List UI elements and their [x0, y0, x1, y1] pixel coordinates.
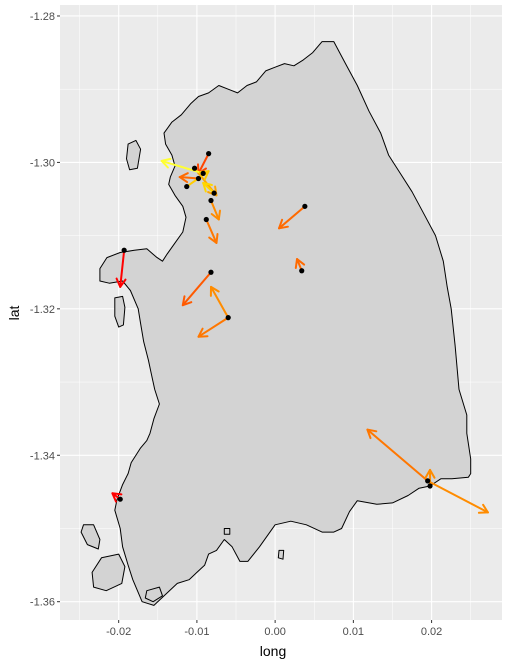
movement-arrow [197, 316, 230, 338]
x-tick-label: 0.01 [343, 626, 364, 638]
data-point [208, 269, 214, 275]
data-point [225, 315, 231, 321]
movement-arrow [209, 285, 230, 319]
arrow-head [202, 181, 213, 193]
data-point [117, 496, 123, 502]
y-tick-label: -1.36 [30, 597, 55, 609]
data-point [425, 478, 431, 484]
arrow-shaft [197, 152, 210, 175]
arrow-head [209, 285, 220, 297]
arrow-head [278, 218, 289, 230]
movement-arrow [205, 218, 219, 244]
arrow-shaft [209, 199, 220, 221]
movement-arrow [424, 468, 436, 488]
movement-arrow [366, 428, 429, 482]
data-point [200, 170, 206, 176]
arrow-head [208, 233, 219, 244]
movement-arrow [426, 479, 489, 514]
arrow-head [178, 172, 189, 184]
movement-arrow [115, 249, 127, 288]
x-tick-label: -0.02 [106, 626, 131, 638]
movement-arrow [278, 205, 306, 230]
arrow-head [477, 503, 489, 514]
movement-arrow [160, 157, 205, 175]
arrow-shaft [209, 285, 230, 319]
arrow-head [207, 185, 218, 197]
arrow-shaft [197, 316, 230, 338]
y-tick-label: -1.30 [30, 157, 55, 169]
movement-arrow [209, 199, 221, 221]
x-tick-label: 0.02 [421, 626, 442, 638]
y-axis-ticks: -1.28 -1.30 -1.32 -1.34 -1.36 [30, 11, 60, 609]
data-point [427, 483, 433, 489]
island-outline [80, 524, 101, 550]
arrow-shaft [426, 479, 489, 514]
arrow-head [210, 209, 221, 221]
data-point [121, 247, 127, 253]
arrow-shaft [119, 249, 126, 288]
arrow-head [294, 258, 306, 269]
movement-arrow [181, 271, 212, 307]
x-axis-ticks: -0.02 -0.01 0.00 0.01 0.02 [106, 620, 442, 638]
arrow-shaft [178, 176, 200, 180]
data-point [206, 151, 212, 157]
x-tick-label: -0.01 [184, 626, 209, 638]
data-point [208, 197, 214, 204]
arrow-shaft [366, 428, 429, 482]
arrow-head [160, 157, 172, 169]
data-point [302, 203, 308, 209]
y-tick-label: -1.32 [30, 304, 55, 316]
arrow-shaft [181, 271, 212, 307]
x-axis-title: long [260, 643, 286, 659]
island-outline [277, 549, 285, 560]
data-point [195, 175, 202, 182]
data-point [203, 216, 209, 223]
data-point [191, 165, 198, 171]
x-tick-label: 0.00 [264, 626, 285, 638]
island-outline [144, 586, 163, 603]
movement-arrow [178, 172, 200, 184]
arrow-head [181, 295, 193, 307]
island-outline [91, 553, 126, 592]
arrow-shaft [160, 159, 205, 175]
y-tick-label: -1.34 [30, 450, 55, 462]
y-tick-label: -1.28 [30, 11, 55, 23]
arrow-head [197, 327, 209, 338]
island-outline [114, 295, 126, 328]
data-point [211, 190, 217, 196]
arrow-head [111, 492, 123, 503]
movement-arrows [111, 152, 489, 514]
arrow-shaft [205, 218, 218, 244]
arrow-head [424, 468, 436, 479]
island-outline [223, 528, 231, 535]
y-axis-title: lat [6, 306, 22, 321]
arrow-head [366, 428, 378, 440]
data-points [117, 151, 433, 502]
island-outline [126, 139, 142, 171]
arrow-head [115, 277, 127, 288]
data-point [184, 183, 190, 190]
data-point [299, 268, 305, 274]
arrow-shaft [278, 205, 306, 230]
